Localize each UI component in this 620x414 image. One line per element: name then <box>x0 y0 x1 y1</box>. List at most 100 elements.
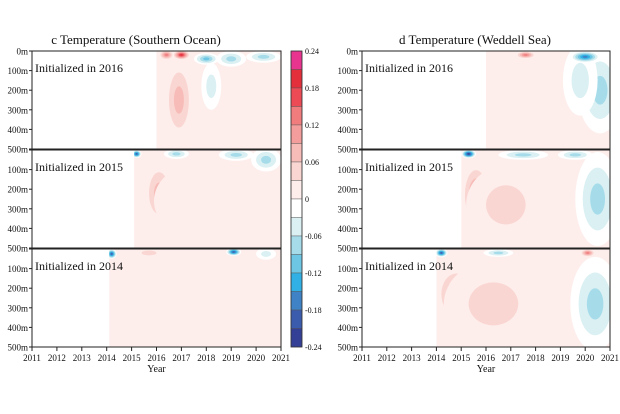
year-tick-label: 2014 <box>427 353 446 363</box>
anomaly-contour <box>582 55 588 58</box>
panel-field <box>486 51 610 149</box>
year-tick-label: 2021 <box>272 353 290 363</box>
depth-tick-label: 200m <box>7 284 28 294</box>
year-tick-label: 2013 <box>73 353 92 363</box>
year-tick-label: 2018 <box>527 353 546 363</box>
panel-c-2: 100m 200m 300m 400m 500m Initialized in 2014 <box>7 248 282 353</box>
anomaly-contour <box>586 288 604 320</box>
anomaly-contour <box>226 56 237 62</box>
panel-field <box>461 150 611 248</box>
year-tick-label: 2020 <box>576 353 595 363</box>
panel-label: Initialized in 2016 <box>365 61 453 75</box>
anomaly-contour <box>180 54 183 56</box>
colorbar-label: -0.24 <box>305 343 322 352</box>
depth-tick-label: 0m <box>16 47 28 57</box>
colorbar-label: -0.18 <box>305 306 322 315</box>
panel-label: Initialized in 2014 <box>35 259 123 273</box>
depth-tick-label: 0m <box>346 47 358 57</box>
panel-label: Initialized in 2014 <box>365 259 453 273</box>
year-tick-label: 2020 <box>247 353 266 363</box>
anomaly-contour <box>141 250 157 256</box>
colorbar-bin <box>290 309 303 329</box>
colorbar-label: 0.12 <box>305 121 319 130</box>
panel-label: Initialized in 2015 <box>35 160 123 174</box>
panel-d-0: 0m 100m 200m 300m 400m 500m Initialized in 201… <box>337 47 611 155</box>
depth-tick-label: 200m <box>337 86 358 96</box>
chart-weddell-sea: d Temperature (Weddell Sea) 0m 100m 200m 300… <box>337 32 619 375</box>
depth-tick-label: 500m <box>7 343 28 353</box>
panel-frame <box>31 50 282 150</box>
colorbar-bin <box>290 291 303 311</box>
year-tick-label: 2017 <box>502 353 521 363</box>
anomaly-contour <box>172 152 181 156</box>
depth-tick-label: 100m <box>337 66 358 76</box>
depth-tick-label: 200m <box>337 185 358 195</box>
anomaly-contour <box>586 252 590 254</box>
colorbar-bin <box>290 50 303 70</box>
colorbar-label: -0.06 <box>305 232 322 241</box>
x-axis-label: Year <box>477 364 496 375</box>
depth-tick-label: 100m <box>337 165 358 175</box>
x-axis-label: Year <box>147 364 166 375</box>
colorbar-bin <box>290 106 303 126</box>
depth-tick-label: 300m <box>337 303 358 313</box>
chart-title: d Temperature (Weddell Sea) <box>399 32 551 47</box>
anomaly-contour <box>110 253 113 255</box>
colorbar-bin <box>290 87 303 107</box>
colorbar-frame <box>290 50 303 348</box>
colorbar-label: 0.24 <box>305 47 319 56</box>
anomaly-contour <box>232 251 235 253</box>
colorbar-bin <box>290 124 303 144</box>
year-tick-label: 2019 <box>222 353 241 363</box>
depth-tick-label: 500m <box>7 145 28 155</box>
chart-southern-ocean: c Temperature (Southern Ocean) 0m 100m 200m… <box>7 32 290 375</box>
depth-tick-label: 300m <box>337 204 358 214</box>
anomaly-contour <box>486 56 563 144</box>
panel-d-2: 100m 200m 300m 400m 500m Initialized in 2014 <box>337 248 611 353</box>
colorbar-bin <box>290 217 303 237</box>
depth-tick-label: 300m <box>7 204 28 214</box>
depth-tick-label: 100m <box>7 165 28 175</box>
anomaly-contour <box>135 153 138 155</box>
depth-tick-label: 300m <box>337 105 358 115</box>
colorbar-bin <box>290 198 303 218</box>
anomaly-contour <box>257 54 270 59</box>
anomaly-contour <box>203 57 210 61</box>
depth-tick-label: 200m <box>7 185 28 195</box>
depth-tick-label: 500m <box>7 244 28 254</box>
colorbar-label: 0 <box>305 195 309 204</box>
depth-tick-label: 500m <box>337 343 358 353</box>
anomaly-contour <box>590 183 606 215</box>
year-tick-label: 2011 <box>353 353 371 363</box>
year-tick-label: 2012 <box>48 353 66 363</box>
depth-tick-label: 100m <box>337 264 358 274</box>
panel-field <box>134 150 281 248</box>
panel-frame <box>361 50 611 150</box>
year-tick-label: 2012 <box>378 353 396 363</box>
year-tick-label: 2019 <box>551 353 570 363</box>
panel-frame <box>31 149 282 249</box>
anomaly-contour <box>486 185 526 225</box>
anomaly-contour <box>206 74 217 99</box>
depth-tick-label: 400m <box>7 323 28 333</box>
year-tick-label: 2013 <box>403 353 422 363</box>
anomaly-contour <box>164 53 168 56</box>
year-tick-label: 2014 <box>98 353 117 363</box>
depth-tick-label: 500m <box>337 244 358 254</box>
anomaly-contour <box>569 153 582 157</box>
year-tick-label: 2017 <box>172 353 191 363</box>
anomaly-contour <box>154 165 234 237</box>
depth-tick-label: 300m <box>7 303 28 313</box>
panel-field <box>109 249 281 347</box>
year-tick-label: 2021 <box>601 353 619 363</box>
colorbar-bin <box>290 69 303 89</box>
anomaly-contour <box>261 155 272 164</box>
year-tick-label: 2011 <box>23 353 41 363</box>
anomaly-contour <box>261 250 272 257</box>
panel-field <box>156 51 281 149</box>
depth-tick-label: 300m <box>7 105 28 115</box>
anomaly-contour <box>173 86 184 114</box>
panel-frame <box>361 149 611 249</box>
depth-tick-label: 200m <box>337 284 358 294</box>
